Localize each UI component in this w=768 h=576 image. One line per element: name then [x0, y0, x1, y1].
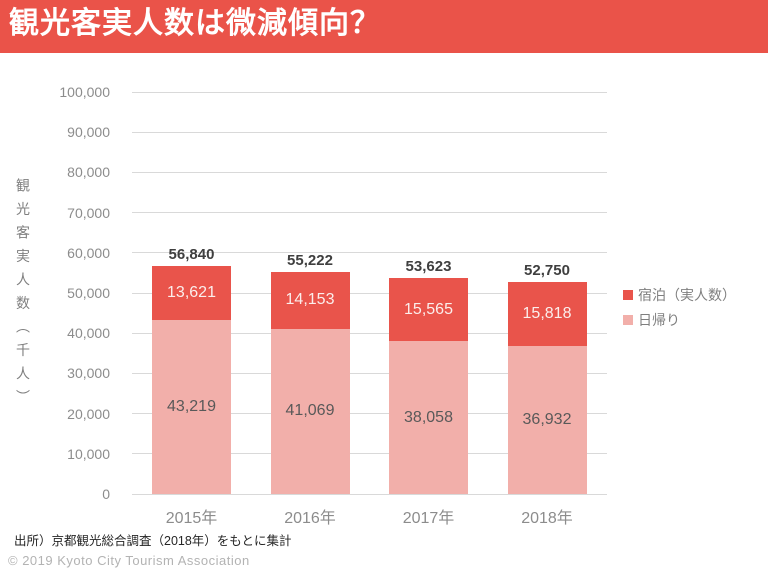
x-axis-tick-label: 2018年 — [521, 510, 573, 527]
page-title: 観光客実人数は微減傾向？ — [9, 7, 381, 40]
x-axis-tick-label: 2016年 — [284, 510, 336, 527]
title-bar: 観光客実人数は微減傾向？ — [0, 0, 768, 53]
y-axis-tick-label: 20,000 — [67, 405, 110, 422]
gridline — [132, 332, 607, 334]
y-axis-tick-label: 90,000 — [67, 124, 110, 141]
legend-swatch — [623, 289, 633, 300]
y-axis-tick-label: 50,000 — [67, 285, 110, 301]
gridline — [132, 91, 607, 93]
chart-area: 観光客実人数（千人） 43,219 13,621 56,840 2015年 41,069… — [0, 53, 768, 527]
lodging-bar-segment: 13,621 — [152, 265, 231, 321]
bar-total-label: 56,840 — [168, 245, 215, 263]
source-note: 出所）京都観光総合調査（2018年）をもとに集計 — [14, 534, 292, 548]
gridline — [132, 413, 607, 415]
x-axis-tick-label: 2017年 — [402, 510, 455, 527]
bar-total-label: 53,623 — [405, 258, 452, 276]
daytrip-bar-segment: 43,219 — [152, 320, 231, 494]
y-axis-tick-label: 60,000 — [67, 244, 110, 261]
daytrip-bar-segment: 36,932 — [507, 345, 587, 494]
y-axis-tick-label: 70,000 — [67, 204, 110, 221]
plot-area: 43,219 13,621 56,840 2015年 41,069 14,153 55,22… — [132, 91, 607, 527]
gridline — [132, 372, 607, 374]
gridline — [132, 493, 607, 495]
legend-label: 日帰り — [638, 311, 680, 328]
y-axis-tick-label: 10,000 — [67, 445, 110, 462]
y-axis-tick-label: 40,000 — [67, 325, 110, 342]
gridline — [132, 292, 607, 294]
bar-total-label: 55,222 — [287, 252, 333, 270]
gridline — [132, 252, 607, 254]
lodging-bar-segment: 14,153 — [270, 272, 350, 329]
gridline — [132, 131, 607, 133]
lodging-bar-segment: 15,818 — [507, 281, 587, 346]
y-axis-tick-label: 30,000 — [67, 365, 110, 382]
gridline — [132, 453, 607, 455]
x-axis-tick-label: 2015年 — [165, 510, 218, 527]
legend-label: 宿泊（実人数） — [638, 286, 736, 303]
lodging-bar-segment: 15,565 — [389, 278, 468, 342]
y-axis-tick-label: 80,000 — [67, 164, 110, 181]
y-axis-tick-label: 0 — [102, 486, 110, 502]
gridline — [132, 171, 607, 173]
legend-swatch — [623, 314, 633, 325]
y-axis-title: 観光客実人数（千人） — [15, 178, 31, 414]
gridline — [132, 212, 607, 214]
daytrip-bar-segment: 38,058 — [389, 341, 468, 494]
legend-item: 日帰り — [623, 307, 736, 332]
daytrip-bar-segment: 41,069 — [270, 328, 350, 494]
y-axis-tick-label: 100,000 — [59, 84, 110, 100]
legend-item: 宿泊（実人数） — [623, 282, 736, 307]
copyright: © 2019 Kyoto City Tourism Association — [8, 553, 250, 568]
legend: 宿泊（実人数） 日帰り — [623, 282, 736, 332]
bar-total-label: 52,750 — [524, 261, 570, 279]
